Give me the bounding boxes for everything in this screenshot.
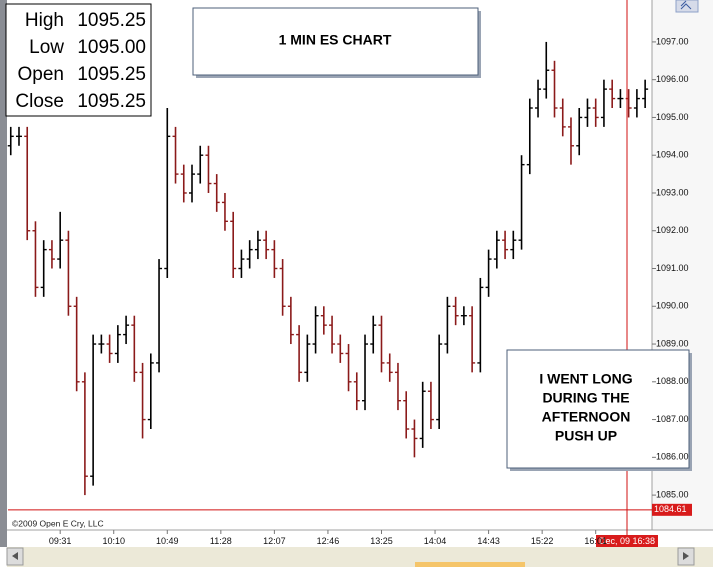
- title-box: [192, 7, 479, 76]
- x-tick-label: 12:46: [317, 536, 340, 546]
- annotation-line: AFTERNOON: [542, 409, 631, 425]
- info-name: Low: [29, 37, 64, 58]
- x-tick-label: 12:07: [263, 536, 286, 546]
- annotation-box: [506, 349, 690, 469]
- scroll-right-arrow: [683, 552, 689, 560]
- annotation-line: I WENT LONG: [539, 371, 632, 387]
- crosshair-time-label: Dec, 09 16:38: [599, 536, 655, 546]
- x-tick-label: 14:43: [477, 536, 500, 546]
- info-panel: [5, 3, 152, 117]
- y-tick-label: 1089.00: [656, 338, 689, 348]
- y-tick-label: 1085.00: [656, 489, 689, 499]
- left-edge: [0, 0, 7, 547]
- y-tick-label: 1097.00: [656, 36, 689, 46]
- x-tick-label: 10:49: [156, 536, 179, 546]
- info-value: 1095.25: [77, 10, 146, 31]
- y-tick-label: 1095.00: [656, 112, 689, 122]
- y-tick-label: 1090.00: [656, 301, 689, 311]
- y-tick-label: 1096.00: [656, 74, 689, 84]
- info-value: 1095.25: [77, 64, 146, 85]
- x-tick-label: 09:31: [49, 536, 72, 546]
- y-tick-label: 1091.00: [656, 263, 689, 273]
- x-tick-label: 16:01: [584, 536, 607, 546]
- y-tick-label: 1087.00: [656, 414, 689, 424]
- x-tick-label: 15:22: [531, 536, 554, 546]
- annotation-line: DURING THE: [542, 390, 629, 406]
- annotation-line: PUSH UP: [555, 428, 617, 444]
- copyright: ©2009 Open E Cry, LLC: [12, 518, 104, 528]
- y-tick-label: 1088.00: [656, 376, 689, 386]
- info-rows: High 1095.25 Low 1095.00 Open 1095.25 Close 109…: [15, 10, 146, 112]
- crosshair-price-label: 1084.61: [654, 504, 687, 514]
- info-value: 1095.00: [77, 37, 146, 58]
- collapse-button[interactable]: [675, 0, 699, 13]
- scroll-thumb[interactable]: [415, 562, 525, 567]
- y-tick-label: 1094.00: [656, 150, 689, 160]
- collapse-icon: [680, 0, 692, 10]
- chart-title: 1 MIN ES CHART: [279, 32, 392, 48]
- info-value: 1095.25: [77, 91, 146, 112]
- y-tick-label: 1093.00: [656, 187, 689, 197]
- crosshair-price-box: [652, 503, 692, 516]
- plot: [7, 41, 649, 496]
- annotation: I WENT LONG DURING THE AFTERNOON PUSH UP: [539, 371, 632, 444]
- x-tick-label: 10:10: [102, 536, 125, 546]
- y-tick-label: 1086.00: [656, 452, 689, 462]
- info-name: High: [25, 10, 64, 31]
- x-tick-label: 13:25: [370, 536, 393, 546]
- x-tick-label: 11:28: [210, 536, 232, 546]
- info-name: Open: [18, 64, 64, 85]
- y-tick-label: 1092.00: [656, 225, 689, 235]
- scrollbar[interactable]: [7, 547, 713, 567]
- x-tick-label: 14:04: [424, 536, 447, 546]
- crosshair-time-box: [596, 535, 658, 547]
- scroll-left-arrow: [12, 552, 18, 560]
- info-name: Close: [15, 91, 64, 112]
